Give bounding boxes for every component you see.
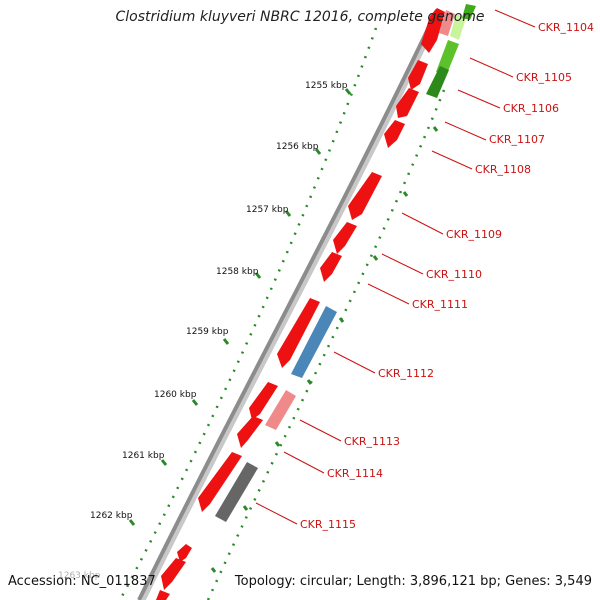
gene-arrow-ckr1113[interactable] bbox=[249, 382, 278, 420]
tick-label: 1256 kbp bbox=[276, 142, 319, 152]
gene-arrow-ckr1105[interactable] bbox=[408, 60, 428, 90]
leader-line bbox=[431, 150, 473, 170]
inner-tick bbox=[306, 379, 313, 385]
guide-lines bbox=[118, 27, 446, 600]
leader-lines bbox=[255, 9, 536, 525]
genome-summary-text: Topology: circular; Length: 3,896,121 bp… bbox=[234, 574, 592, 589]
tick-label: 1261 kbp bbox=[122, 451, 165, 461]
tick-label: 1262 kbp bbox=[90, 511, 133, 521]
tick-label-faded: 1263 kbp bbox=[58, 571, 101, 581]
inner-tick bbox=[242, 505, 249, 511]
gene-label[interactable]: CKR_1109 bbox=[446, 228, 502, 241]
gene-arrow-gray[interactable] bbox=[215, 462, 258, 522]
gene-arrow-small[interactable] bbox=[177, 544, 192, 562]
leader-line bbox=[367, 283, 410, 305]
gene-features bbox=[156, 4, 476, 600]
gene-arrow-green-top[interactable] bbox=[462, 4, 476, 20]
tick-label: 1257 kbp bbox=[246, 205, 289, 215]
inner-tick bbox=[372, 255, 379, 261]
gene-labels: CKR_1104 CKR_1105 CKR_1106 CKR_1107 CKR_… bbox=[300, 21, 594, 531]
inner-tick bbox=[402, 191, 409, 197]
leader-line bbox=[255, 502, 298, 525]
gene-label[interactable]: CKR_1112 bbox=[378, 367, 434, 380]
backbone-shadow bbox=[138, 8, 444, 600]
leader-line bbox=[494, 9, 536, 28]
leader-line bbox=[299, 419, 342, 442]
tick-mark bbox=[128, 519, 136, 526]
gene-arrow-ckr1112[interactable] bbox=[277, 298, 320, 368]
tick-label: 1260 kbp bbox=[154, 390, 197, 400]
gene-arrow-bottom-edge[interactable] bbox=[156, 590, 170, 600]
gene-arrow-ckr1104[interactable] bbox=[421, 8, 445, 53]
tick-label: 1255 kbp bbox=[305, 81, 348, 91]
leader-line bbox=[457, 89, 501, 109]
gene-arrow-ckr1111[interactable] bbox=[320, 252, 342, 282]
inner-tick bbox=[210, 567, 217, 573]
leader-line bbox=[381, 253, 424, 275]
gene-arrow-ckr1114[interactable] bbox=[237, 416, 263, 448]
tick-mark bbox=[160, 459, 168, 466]
accession-text: Accession: NC_011837 bbox=[8, 574, 156, 589]
gene-label[interactable]: CKR_1111 bbox=[412, 298, 468, 311]
tick-label: 1258 kbp bbox=[216, 267, 259, 277]
gene-label[interactable]: CKR_1108 bbox=[475, 163, 531, 176]
gene-label[interactable]: CKR_1115 bbox=[300, 518, 356, 531]
leader-line bbox=[401, 212, 444, 235]
map-title: Clostridium kluyveri NBRC 12016, complet… bbox=[115, 9, 485, 25]
inner-tick bbox=[338, 317, 345, 323]
gene-arrow-blue[interactable] bbox=[291, 306, 337, 378]
gene-arrow-darkgreen[interactable] bbox=[426, 66, 449, 98]
gene-label[interactable]: CKR_1105 bbox=[516, 71, 572, 84]
inner-tick bbox=[274, 441, 281, 447]
tick-mark bbox=[222, 338, 230, 345]
tick-mark bbox=[284, 210, 292, 217]
gene-label[interactable]: CKR_1114 bbox=[327, 467, 383, 480]
tick-mark bbox=[344, 88, 352, 95]
gene-label[interactable]: CKR_1110 bbox=[426, 268, 482, 281]
tick-label: 1259 kbp bbox=[186, 327, 229, 337]
gene-arrow-pink[interactable] bbox=[439, 10, 455, 36]
leader-line bbox=[333, 351, 376, 374]
genome-backbone bbox=[137, 9, 439, 600]
gene-arrow-lightgreen[interactable] bbox=[450, 14, 466, 40]
tick-marks bbox=[128, 88, 352, 526]
tick-mark bbox=[254, 272, 262, 279]
gene-label[interactable]: CKR_1106 bbox=[503, 102, 559, 115]
gene-arrow-ckr1110[interactable] bbox=[333, 222, 357, 254]
gene-arrow-ckr1106[interactable] bbox=[396, 88, 419, 118]
leader-line bbox=[444, 121, 487, 141]
tick-mark bbox=[314, 148, 322, 155]
leader-line bbox=[283, 451, 325, 474]
gene-arrow-ckr1109[interactable] bbox=[348, 172, 382, 220]
gene-label[interactable]: CKR_1107 bbox=[489, 133, 545, 146]
tick-labels: 1255 kbp 1256 kbp 1257 kbp 1258 kbp 1259… bbox=[58, 81, 348, 581]
gene-label[interactable]: CKR_1104 bbox=[538, 21, 594, 34]
outer-dotted-guide bbox=[118, 27, 378, 600]
gene-arrow-ckr1115[interactable] bbox=[198, 452, 242, 512]
gene-arrow-pink-lower[interactable] bbox=[265, 390, 296, 430]
inner-tick bbox=[432, 126, 439, 132]
inner-tick-marks bbox=[210, 126, 439, 573]
gene-label[interactable]: CKR_1113 bbox=[344, 435, 400, 448]
leader-line bbox=[469, 57, 514, 78]
gene-arrow-ckr1107[interactable] bbox=[384, 120, 405, 148]
gene-arrow-bottom[interactable] bbox=[161, 558, 186, 590]
tick-mark bbox=[191, 399, 199, 406]
